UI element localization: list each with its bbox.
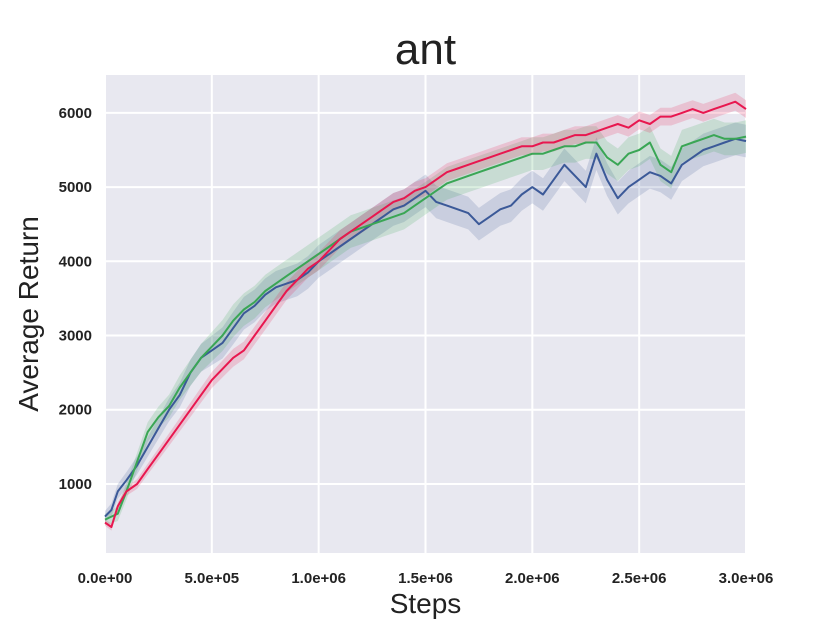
x-tick-label-0: 0.0e+00 [78, 570, 133, 587]
series-1-line [104, 134, 747, 521]
y-tick-labels: 1000 2000 3000 4000 5000 6000 [59, 105, 92, 493]
x-axis-label: Steps [390, 588, 462, 619]
series-2-line [104, 100, 747, 528]
y-tick-label-4: 5000 [59, 179, 92, 196]
x-tick-label-4: 2.0e+06 [505, 570, 560, 587]
x-tick-label-6: 3.0e+06 [719, 570, 774, 587]
x-tick-label-3: 1.5e+06 [398, 570, 453, 587]
chart-title: ant [395, 25, 456, 74]
grid [104, 75, 747, 553]
x-tick-label-1: 5.0e+05 [185, 570, 240, 587]
y-tick-label-2: 3000 [59, 328, 92, 345]
series-lines [104, 100, 747, 528]
series-2-band [105, 92, 746, 531]
y-axis-label: Average Return [13, 216, 44, 412]
x-tick-label-2: 1.0e+06 [291, 570, 346, 587]
y-tick-label-1: 2000 [59, 402, 92, 419]
y-tick-label-3: 4000 [59, 253, 92, 270]
x-tick-label-5: 2.5e+06 [612, 570, 667, 587]
y-tick-label-5: 6000 [59, 105, 92, 122]
y-tick-label-0: 1000 [59, 476, 92, 493]
x-tick-labels: 0.0e+00 5.0e+05 1.0e+06 1.5e+06 2.0e+06 2.5e+… [78, 570, 774, 587]
